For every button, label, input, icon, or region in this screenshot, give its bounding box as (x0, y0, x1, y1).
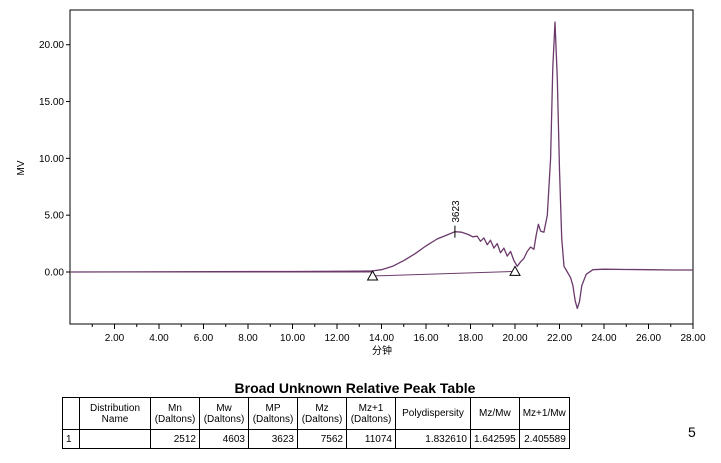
cell-mp: 3623 (248, 429, 298, 449)
y-axis: 0.00 5.00 10.00 15.00 20.00 (39, 40, 70, 279)
series-line (69, 21, 693, 310)
x-tick-label: 26.00 (636, 333, 661, 344)
table-row: 1 2512 4603 3623 7562 11074 1.832610 1.6… (62, 429, 570, 449)
peak-table: Distribution Name Mn (Daltons) Mw (Daltons)… (62, 397, 570, 449)
x-tick-label: 20.00 (502, 333, 527, 344)
y-axis-label: MV (16, 160, 27, 175)
header-cell-mz1: Mz+1 (Daltons) (346, 397, 396, 430)
peak-label: 3623 (451, 200, 462, 223)
page-number: 5 (688, 424, 696, 440)
header-cell-mw: Mw (Daltons) (199, 397, 249, 430)
x-tick-label: 2.00 (105, 333, 125, 344)
x-tick-label: 18.00 (458, 333, 483, 344)
y-tick-label: 0.00 (45, 268, 65, 279)
header-cell-mz1-mw: Mz+1/Mw (518, 397, 570, 430)
integration-baseline (372, 270, 516, 277)
y-tick-label: 20.00 (39, 40, 64, 51)
table-title: Broad Unknown Relative Peak Table (234, 380, 476, 396)
cell-mz: 7562 (297, 429, 347, 449)
cell-mw: 4603 (199, 429, 249, 449)
y-tick-label: 5.00 (45, 211, 65, 222)
x-axis-label: 分钟 (372, 344, 392, 357)
x-tick-label: 24.00 (591, 333, 616, 344)
cell-polydispersity: 1.832610 (395, 429, 471, 449)
header-cell-mn: Mn (Daltons) (150, 397, 200, 430)
x-tick-label: 8.00 (238, 333, 258, 344)
plot-area (69, 9, 694, 325)
cell-mz1: 11074 (346, 429, 396, 449)
x-tick-label: 4.00 (149, 333, 169, 344)
x-tick-label: 22.00 (547, 333, 572, 344)
header-cell-index (62, 397, 80, 430)
header-cell-mp: MP (Daltons) (248, 397, 298, 430)
cell-index: 1 (62, 429, 80, 449)
cell-mz1-mw: 2.405589 (518, 429, 570, 449)
table-header-row: Distribution Name Mn (Daltons) Mw (Daltons)… (62, 397, 570, 430)
x-tick-label: 12.00 (324, 333, 349, 344)
header-cell-mz-mw: Mz/Mw (470, 397, 520, 430)
x-tick-label: 6.00 (194, 333, 214, 344)
header-cell-polydispersity: Polydispersity (395, 397, 471, 430)
x-tick-label: 28.00 (680, 333, 705, 344)
cell-mn: 2512 (150, 429, 200, 449)
header-cell-distribution-name: Distribution Name (79, 397, 151, 430)
y-tick-label: 10.00 (39, 154, 64, 165)
baseline-marker (366, 269, 379, 281)
x-axis: 2.00 4.00 6.00 8.00 10.00 12.00 14.00 16.00 18.0… (91, 324, 706, 344)
header-cell-mz: Mz (Daltons) (297, 397, 347, 430)
x-tick-label: 14.00 (369, 333, 394, 344)
x-tick-label: 10.00 (280, 333, 305, 344)
x-tick-label: 16.00 (413, 333, 438, 344)
y-tick-label: 15.00 (39, 97, 64, 108)
chromatogram-chart: 0.00 5.00 10.00 15.00 20.00 2.00 4.00 6.00 8.00… (16, 9, 706, 357)
plot-layer: 3623 (69, 21, 693, 310)
cell-distribution-name (79, 429, 151, 449)
cell-mz-mw: 1.642595 (470, 429, 520, 449)
baseline-marker (509, 265, 521, 276)
